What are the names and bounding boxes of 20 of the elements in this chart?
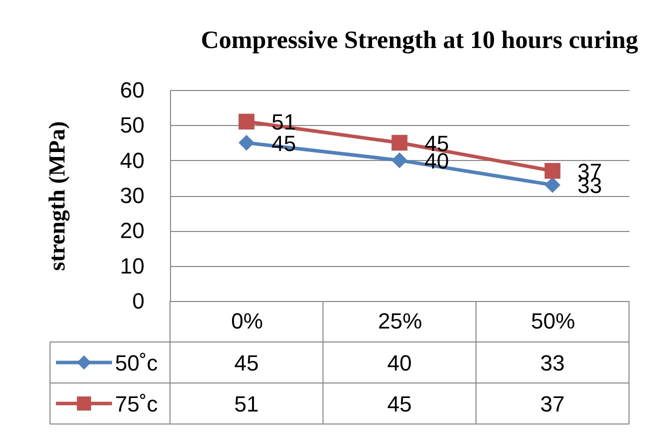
- y-tick-label: 50: [120, 112, 144, 138]
- data-label: 45: [234, 350, 259, 376]
- data-label: 45: [387, 392, 412, 416]
- data-label: 51: [234, 392, 259, 416]
- y-tick-label: 30: [120, 183, 144, 208]
- y-axis-title: strength (MPa): [44, 121, 70, 271]
- data-label: 33: [540, 350, 565, 376]
- data-label: 37: [540, 392, 565, 416]
- y-tick-label: 0: [132, 288, 144, 314]
- legend-label: 50˚c: [115, 350, 158, 376]
- y-tick-label: 20: [120, 218, 144, 244]
- legend-label: 75˚c: [115, 392, 158, 416]
- x-tick-label: 25%: [378, 308, 422, 334]
- y-tick-label: 10: [120, 253, 144, 278]
- x-tick-label: 50%: [530, 308, 576, 334]
- chart-title: Compressive Strength at 10 hours curing: [200, 27, 639, 54]
- x-tick-label: 0%: [231, 308, 263, 334]
- data-label: 40: [387, 350, 412, 376]
- y-tick-label: 40: [120, 148, 144, 173]
- y-tick-label: 60: [120, 78, 144, 102]
